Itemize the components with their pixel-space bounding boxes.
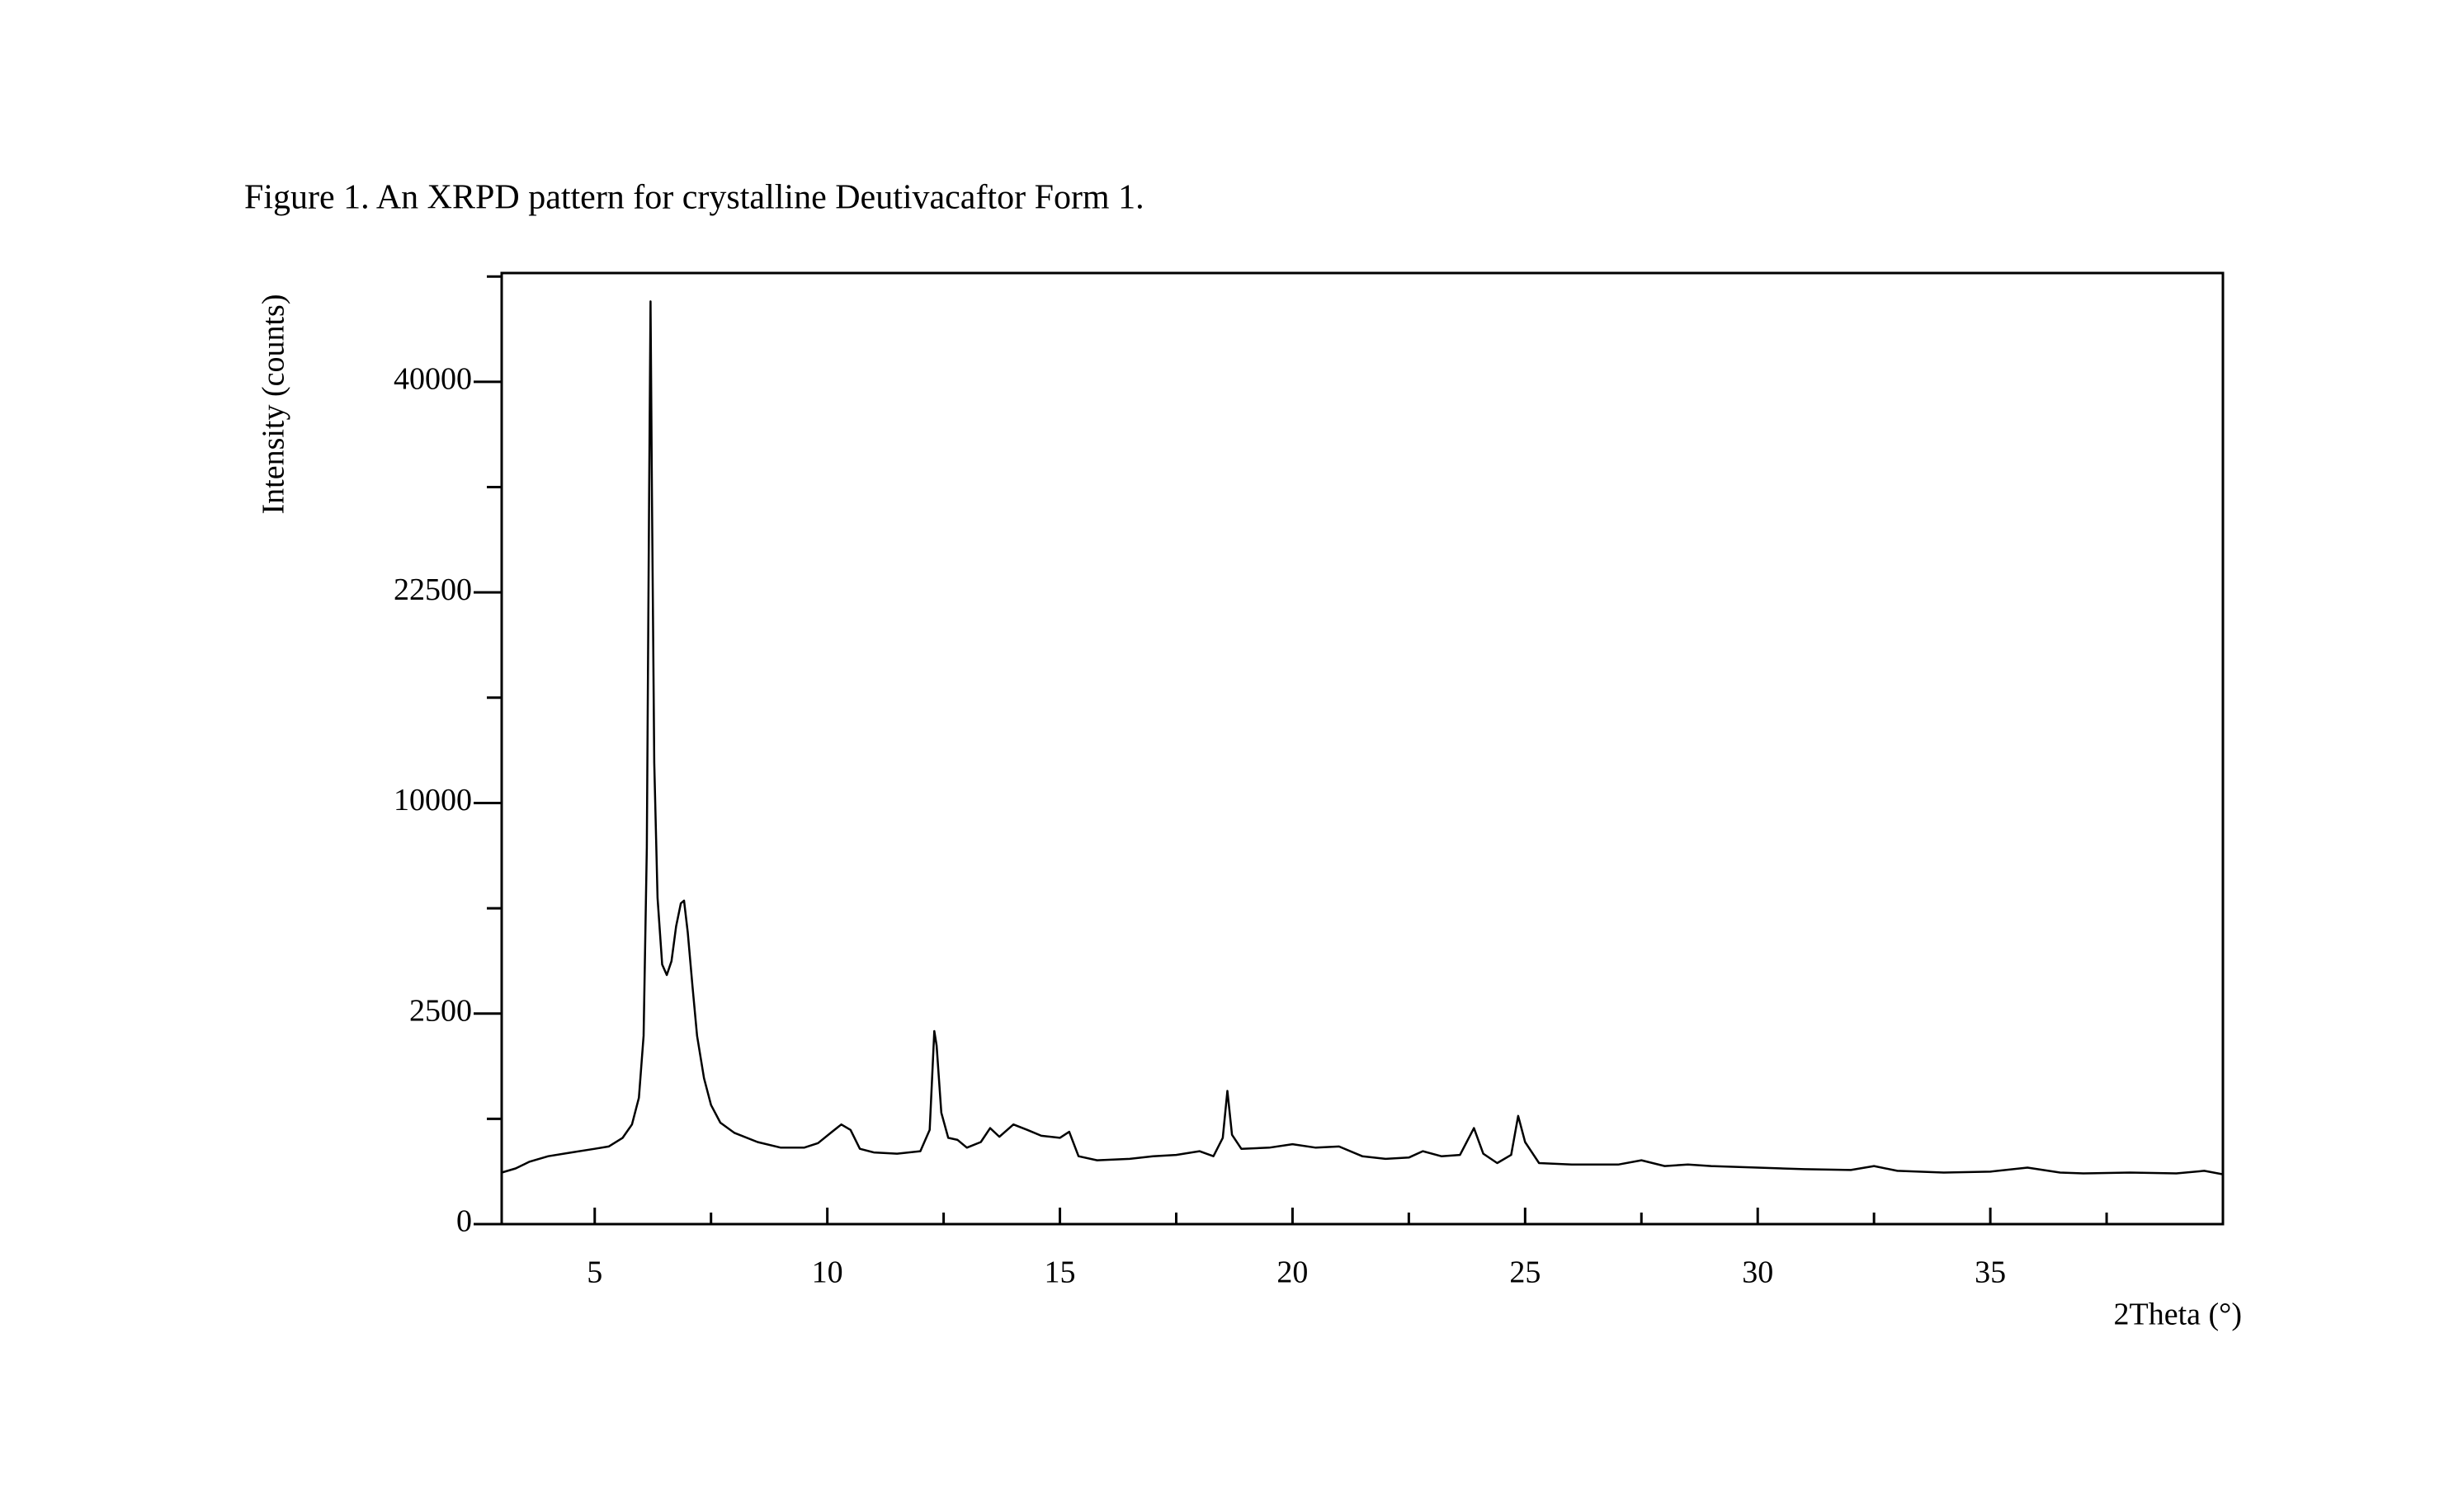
y-tick-label: 10000 bbox=[394, 783, 472, 817]
y-tick-label: 40000 bbox=[394, 362, 472, 397]
x-tick-label: 30 bbox=[1742, 1255, 1773, 1290]
plot-frame bbox=[500, 271, 2225, 1226]
chart-title: Figure 1. An XRPD pattern for crystallin… bbox=[244, 179, 1144, 217]
x-tick-label: 25 bbox=[1509, 1255, 1541, 1290]
xrpd-line bbox=[501, 300, 2224, 1175]
x-tick-label: 20 bbox=[1276, 1255, 1308, 1290]
x-tick-label: 35 bbox=[1975, 1255, 2006, 1290]
x-tick-label: 15 bbox=[1045, 1255, 1076, 1290]
x-tick-label: 10 bbox=[812, 1255, 843, 1290]
x-tick-label: 5 bbox=[587, 1255, 602, 1290]
y-axis-label: Intensity (counts) bbox=[257, 294, 291, 514]
y-tick-label: 22500 bbox=[394, 572, 472, 607]
y-tick-label: 2500 bbox=[409, 993, 472, 1028]
y-tick-label: 0 bbox=[456, 1204, 472, 1239]
x-axis-label: 2Theta (°) bbox=[2113, 1298, 2242, 1332]
